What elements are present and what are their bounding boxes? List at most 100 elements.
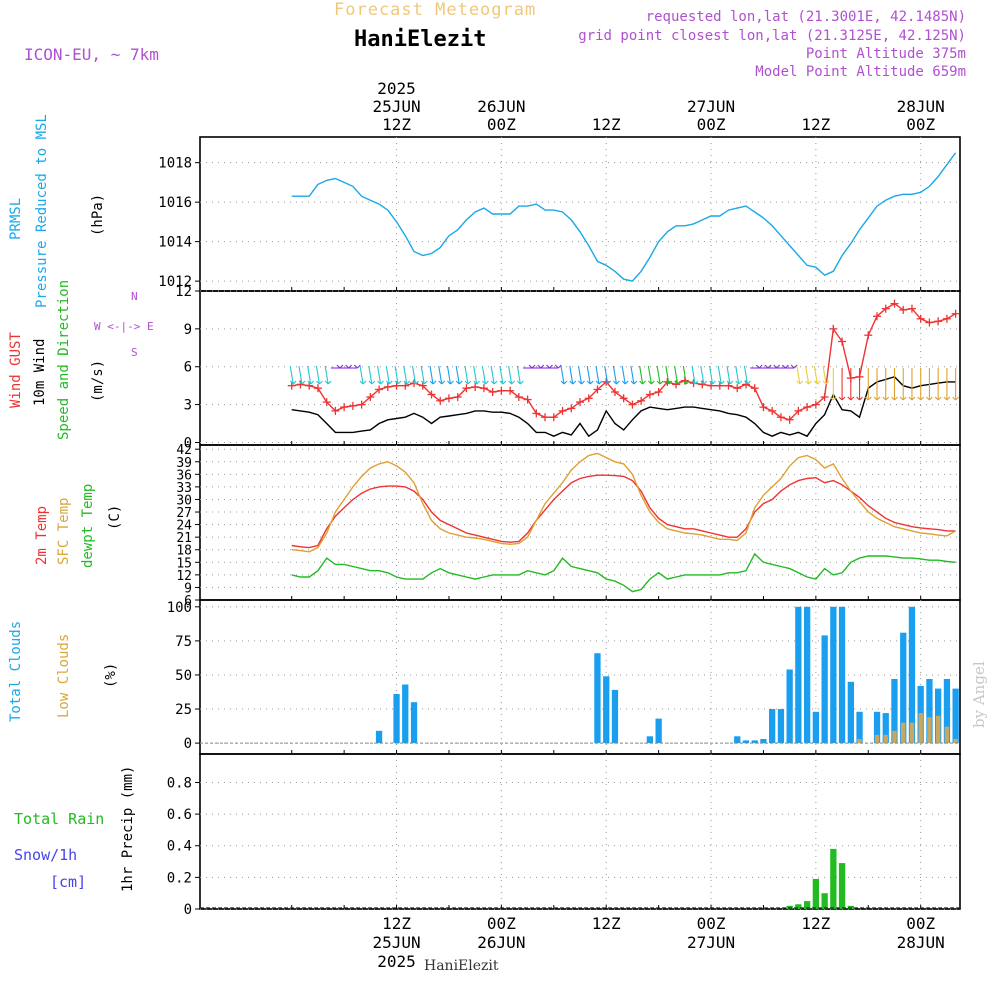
total-rain-bar [804, 901, 811, 909]
bottom-time-label: 12Z [592, 914, 621, 933]
wind-direction-arrow [691, 365, 699, 385]
wind-gust-marker [934, 317, 943, 326]
wind-direction-arrow [612, 365, 620, 385]
temp-y-tick-label: 18 [176, 544, 192, 559]
wind-y-tick-label: 0 [184, 435, 192, 451]
wind-gust-marker [750, 384, 759, 393]
wind-direction-arrow [377, 365, 384, 385]
temp-y-tick-label: 27 [176, 506, 192, 521]
wind-gust-marker [357, 400, 366, 409]
clouds-y-tick-label: 100 [167, 600, 192, 616]
total-rain-bar [812, 878, 819, 909]
wind-gust-marker [794, 406, 803, 415]
total-clouds-bar [873, 711, 881, 744]
wind-gust-marker [951, 309, 960, 318]
wind-gust-marker [427, 390, 436, 399]
wind-gust-marker [907, 304, 916, 313]
wind-direction-arrow [630, 365, 638, 385]
bottom-time-label: 27JUN [687, 933, 735, 952]
wind-direction-arrow [455, 365, 463, 385]
wind-direction-arrow [864, 368, 872, 401]
total-clouds-bar [646, 736, 653, 744]
total-clouds-bar [900, 632, 907, 744]
top-time-label: 12Z [382, 115, 411, 134]
total-clouds-bar [847, 681, 854, 744]
bottom-time-label: 12Z [382, 914, 411, 933]
wind-gust-marker [471, 382, 480, 391]
wind-gust-marker [462, 384, 471, 393]
top-time-label: 25JUN [372, 97, 420, 116]
wind-direction-arrow [298, 365, 306, 385]
wind-gust-marker [322, 398, 331, 407]
prmsl-line [291, 152, 957, 282]
total-clouds-bar [769, 709, 776, 744]
snow-unit-label: [cm] [50, 873, 87, 891]
bottom-time-label: 00Z [697, 914, 726, 933]
wind-direction-arrow [549, 364, 562, 369]
total-rain-bar [821, 893, 828, 909]
total-clouds-bar [375, 730, 383, 744]
precip-y-tick-label: 0.2 [167, 870, 192, 886]
top-time-label: 26JUN [477, 97, 525, 116]
top-time-label: 12Z [592, 115, 621, 134]
wind-gust-marker [488, 387, 497, 396]
clouds-y-tick-label: 75 [175, 634, 192, 650]
bottom-time-label: 2025 [377, 952, 416, 971]
wind-panel-frame [199, 290, 961, 446]
wind-direction-arrow [621, 365, 629, 385]
wind-direction-arrow [838, 368, 846, 401]
bottom-time-label: 00Z [906, 914, 935, 933]
wind-y-tick-label: 3 [184, 398, 192, 414]
total-clouds-bar [830, 606, 837, 744]
wind-direction-arrow [446, 365, 454, 385]
wind-direction-arrow [682, 365, 690, 385]
top-time-label: 28JUN [897, 97, 945, 116]
wind-gust-marker [383, 382, 392, 391]
wind-gust-marker [645, 390, 654, 399]
wind-direction-arrow [385, 365, 393, 385]
point-altitude: Point Altitude 375m [805, 46, 966, 62]
total-clouds-bar [882, 713, 889, 744]
temp-y-tick-label: 42 [176, 443, 192, 458]
wind-gust-marker [741, 380, 750, 389]
wind-gust-marker [497, 386, 506, 395]
wind-y-tick-label: 9 [184, 322, 192, 338]
wind-direction-arrow [348, 364, 361, 369]
wind-gust-marker [811, 400, 820, 409]
clouds-y-tick-label: 25 [175, 702, 192, 718]
top-time-label: 12Z [801, 115, 830, 134]
requested-coords: requested lon,lat (21.3001E, 42.1485N) [645, 9, 966, 25]
wind-direction-arrow [873, 368, 881, 401]
wind-direction-arrow [411, 365, 419, 385]
wind-direction-arrow [324, 365, 332, 385]
wind-gust-marker [541, 413, 550, 422]
total-rain-bar [830, 848, 837, 909]
wind-direction-arrow [717, 365, 725, 385]
low-clouds-bar [944, 726, 950, 744]
wind-direction-arrow [735, 365, 743, 385]
temp-y-tick-label: 6 [184, 594, 192, 609]
2m-temp-line [291, 474, 956, 549]
wind-direction-arrow [796, 365, 804, 385]
wind-direction-arrow [647, 365, 655, 385]
total-clouds-bar [594, 653, 601, 744]
wind-direction-arrow [899, 368, 907, 401]
wind-gust-marker [610, 387, 619, 396]
clouds-y-tick-label: 0 [184, 736, 192, 752]
model-altitude: Model Point Altitude 659m [755, 64, 966, 80]
wind-direction-arrow [560, 365, 568, 385]
wind-y-tick-label: 12 [175, 284, 192, 300]
wind-direction-arrow [882, 368, 890, 401]
pressure-y-tick-label: 1016 [158, 195, 192, 211]
product-title: Forecast Meteogram [334, 0, 537, 20]
total-clouds-bar [952, 688, 959, 744]
temp-y-tick-label: 39 [176, 456, 192, 471]
temp-y-tick-label: 15 [176, 556, 192, 571]
wind-gust-marker [890, 299, 899, 308]
wind-gust-marker [785, 415, 794, 424]
total-clouds-bar [655, 718, 662, 744]
wind-direction-arrow [289, 365, 297, 385]
bottom-time-label: 28JUN [897, 933, 945, 952]
low-clouds-bar [909, 722, 915, 744]
